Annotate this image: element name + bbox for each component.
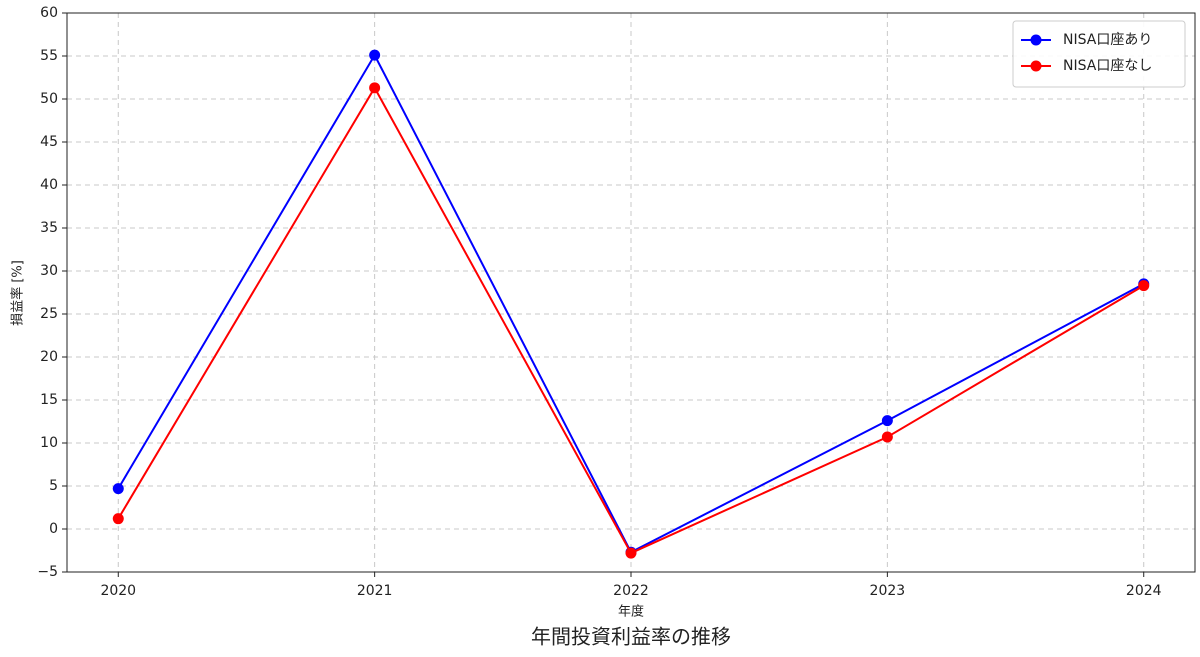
- y-tick-label: 5: [49, 478, 58, 494]
- y-tick-label: 50: [40, 91, 58, 107]
- y-tick-label: 60: [40, 5, 58, 21]
- data-point: [369, 49, 381, 61]
- y-tick-label: 40: [40, 177, 58, 193]
- x-axis-label: 年度: [618, 604, 644, 620]
- data-point: [881, 415, 893, 427]
- data-point: [625, 547, 637, 559]
- data-point: [369, 82, 381, 94]
- legend-marker: [1030, 34, 1042, 46]
- data-point: [1138, 280, 1150, 292]
- plot-frame: [66, 12, 1196, 573]
- legend-box: [1012, 20, 1186, 88]
- y-tick-label: 0: [49, 521, 58, 537]
- legend-marker: [1030, 60, 1042, 72]
- x-tick-label: 2021: [357, 583, 393, 599]
- y-axis-label: 損益率 [%]: [10, 260, 26, 326]
- y-tick-label: 25: [40, 306, 58, 322]
- y-tick-label: 10: [40, 435, 58, 451]
- y-tick-label: 20: [40, 349, 58, 365]
- x-tick-label: 2024: [1126, 583, 1162, 599]
- y-tick-label: −5: [37, 564, 58, 580]
- x-tick-label: 2020: [100, 583, 136, 599]
- y-tick-label: 35: [40, 220, 58, 236]
- data-point: [881, 431, 893, 443]
- y-tick-label: 30: [40, 263, 58, 279]
- legend-label: NISA口座なし: [1063, 58, 1152, 74]
- legend-label: NISA口座あり: [1063, 32, 1152, 48]
- y-tick-label: 55: [40, 48, 58, 64]
- y-tick-label: 45: [40, 134, 58, 150]
- x-tick-label: 2022: [613, 583, 649, 599]
- data-point: [112, 513, 124, 525]
- x-tick-label: 2023: [870, 583, 906, 599]
- y-tick-label: 15: [40, 392, 58, 408]
- chart-title: 年間投資利益率の推移: [531, 625, 731, 649]
- data-point: [112, 483, 124, 495]
